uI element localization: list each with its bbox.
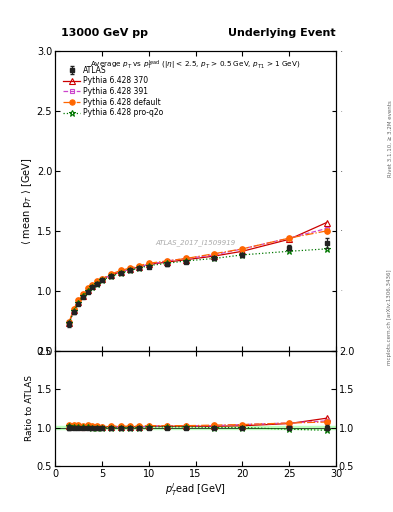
- Pythia 6.428 391: [128, 266, 132, 272]
- Pythia 6.428 391: [81, 292, 86, 298]
- Pythia 6.428 default: [184, 255, 189, 262]
- Pythia 6.428 pro-q2o: [109, 273, 114, 280]
- Pythia 6.428 391: [85, 287, 90, 293]
- Pythia 6.428 391: [212, 252, 217, 258]
- Pythia 6.428 default: [118, 267, 123, 273]
- Pythia 6.428 370: [146, 262, 151, 268]
- Pythia 6.428 pro-q2o: [165, 260, 170, 266]
- Y-axis label: Ratio to ATLAS: Ratio to ATLAS: [25, 375, 34, 441]
- Pythia 6.428 default: [137, 263, 142, 269]
- Pythia 6.428 default: [95, 278, 99, 284]
- Pythia 6.428 370: [184, 257, 189, 263]
- Pythia 6.428 default: [85, 285, 90, 291]
- Pythia 6.428 pro-q2o: [81, 292, 86, 298]
- X-axis label: $p_T^l$ead [GeV]: $p_T^l$ead [GeV]: [165, 481, 226, 498]
- Pythia 6.428 default: [99, 276, 104, 282]
- Pythia 6.428 370: [137, 264, 142, 270]
- Pythia 6.428 pro-q2o: [85, 288, 90, 294]
- Pythia 6.428 370: [99, 276, 104, 282]
- Pythia 6.428 370: [287, 236, 292, 242]
- Pythia 6.428 pro-q2o: [76, 300, 81, 306]
- Pythia 6.428 391: [118, 269, 123, 275]
- Pythia 6.428 pro-q2o: [118, 270, 123, 276]
- Pythia 6.428 391: [109, 272, 114, 279]
- Pythia 6.428 default: [67, 319, 72, 325]
- Pythia 6.428 default: [165, 258, 170, 264]
- Pythia 6.428 pro-q2o: [184, 258, 189, 264]
- Pythia 6.428 391: [146, 262, 151, 268]
- Pythia 6.428 pro-q2o: [137, 265, 142, 271]
- Pythia 6.428 370: [212, 253, 217, 259]
- Pythia 6.428 pro-q2o: [99, 277, 104, 283]
- Pythia 6.428 370: [76, 298, 81, 305]
- Pythia 6.428 default: [81, 291, 86, 297]
- Pythia 6.428 default: [128, 265, 132, 271]
- Pythia 6.428 pro-q2o: [90, 284, 95, 290]
- Pythia 6.428 pro-q2o: [240, 252, 245, 258]
- Pythia 6.428 391: [90, 283, 95, 289]
- Pythia 6.428 370: [324, 220, 329, 226]
- Text: Rivet 3.1.10, ≥ 3.2M events: Rivet 3.1.10, ≥ 3.2M events: [387, 100, 392, 177]
- Pythia 6.428 391: [95, 280, 99, 286]
- Pythia 6.428 370: [85, 287, 90, 293]
- Line: Pythia 6.428 default: Pythia 6.428 default: [66, 228, 329, 325]
- Pythia 6.428 default: [287, 235, 292, 241]
- Pythia 6.428 pro-q2o: [324, 246, 329, 252]
- Line: Pythia 6.428 pro-q2o: Pythia 6.428 pro-q2o: [66, 245, 330, 327]
- Pythia 6.428 pro-q2o: [146, 263, 151, 269]
- Pythia 6.428 370: [165, 259, 170, 265]
- Pythia 6.428 370: [118, 269, 123, 275]
- Text: ATLAS_2017_I1509919: ATLAS_2017_I1509919: [155, 240, 236, 246]
- Pythia 6.428 pro-q2o: [287, 248, 292, 254]
- Pythia 6.428 391: [287, 235, 292, 241]
- Pythia 6.428 370: [109, 272, 114, 279]
- Pythia 6.428 370: [128, 266, 132, 272]
- Line: Pythia 6.428 370: Pythia 6.428 370: [66, 220, 329, 326]
- Bar: [55, 426, 336, 429]
- Pythia 6.428 391: [240, 246, 245, 252]
- Pythia 6.428 pro-q2o: [72, 308, 76, 314]
- Pythia 6.428 pro-q2o: [67, 320, 72, 326]
- Pythia 6.428 default: [212, 250, 217, 257]
- Pythia 6.428 391: [67, 320, 72, 326]
- Legend: ATLAS, Pythia 6.428 370, Pythia 6.428 391, Pythia 6.428 default, Pythia 6.428 pr: ATLAS, Pythia 6.428 370, Pythia 6.428 39…: [62, 64, 165, 119]
- Pythia 6.428 default: [72, 306, 76, 312]
- Pythia 6.428 370: [95, 280, 99, 286]
- Pythia 6.428 391: [99, 276, 104, 282]
- Pythia 6.428 370: [240, 248, 245, 254]
- Pythia 6.428 default: [146, 260, 151, 266]
- Pythia 6.428 391: [324, 225, 329, 231]
- Pythia 6.428 370: [72, 307, 76, 313]
- Line: Pythia 6.428 391: Pythia 6.428 391: [67, 226, 329, 326]
- Pythia 6.428 391: [72, 307, 76, 313]
- Pythia 6.428 default: [324, 228, 329, 234]
- Pythia 6.428 default: [109, 271, 114, 277]
- Pythia 6.428 391: [137, 264, 142, 270]
- Pythia 6.428 370: [67, 320, 72, 326]
- Pythia 6.428 391: [184, 255, 189, 262]
- Pythia 6.428 391: [165, 258, 170, 264]
- Y-axis label: $\langle$ mean p$_T$ $\rangle$ [GeV]: $\langle$ mean p$_T$ $\rangle$ [GeV]: [20, 157, 34, 245]
- Pythia 6.428 pro-q2o: [128, 267, 132, 273]
- Pythia 6.428 default: [90, 282, 95, 288]
- Pythia 6.428 default: [240, 246, 245, 252]
- Pythia 6.428 370: [90, 283, 95, 289]
- Pythia 6.428 pro-q2o: [212, 255, 217, 262]
- Pythia 6.428 default: [76, 297, 81, 304]
- Pythia 6.428 391: [76, 298, 81, 305]
- Text: 13000 GeV pp: 13000 GeV pp: [61, 28, 148, 38]
- Text: mcplots.cern.ch [arXiv:1306.3436]: mcplots.cern.ch [arXiv:1306.3436]: [387, 270, 392, 365]
- Text: Average $p_T$ vs $p_T^{\mathrm{lead}}$ ($|\eta|$ < 2.5, $p_T$ > 0.5 GeV, $p_{T1}: Average $p_T$ vs $p_T^{\mathrm{lead}}$ (…: [90, 59, 301, 72]
- Text: Underlying Event: Underlying Event: [228, 28, 336, 38]
- Pythia 6.428 pro-q2o: [95, 281, 99, 287]
- Pythia 6.428 370: [81, 292, 86, 298]
